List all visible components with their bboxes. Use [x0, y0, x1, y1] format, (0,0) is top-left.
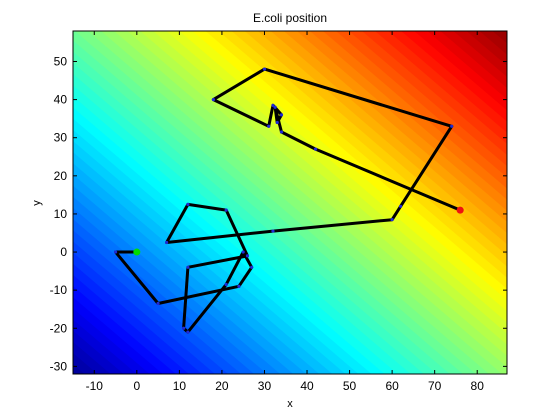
y-tick-label: 50 [54, 54, 68, 68]
waypoint-marker [279, 113, 284, 117]
y-tick-label: 20 [54, 169, 68, 183]
y-tick-label: 30 [54, 131, 68, 145]
x-tick-label: 10 [173, 379, 187, 393]
waypoint-marker [182, 326, 186, 330]
waypoint-marker [267, 124, 271, 128]
waypoint-marker [262, 67, 267, 71]
waypoint-marker [186, 202, 190, 207]
trajectory-line [114, 67, 462, 334]
waypoint-marker [271, 229, 275, 233]
waypoint-marker [450, 124, 454, 128]
y-tick-label: 40 [54, 93, 68, 107]
waypoint-marker [224, 282, 228, 287]
waypoint-marker [273, 105, 277, 109]
waypoint-marker [313, 147, 318, 151]
y-axis-label: y [31, 200, 43, 206]
x-tick-label: 60 [385, 379, 399, 393]
waypoint-marker [237, 284, 241, 288]
x-axis-label: x [287, 398, 293, 410]
y-tick-label: 0 [60, 245, 67, 259]
waypoint-marker [186, 265, 190, 269]
waypoint-marker [271, 103, 275, 107]
waypoint-marker [241, 250, 245, 254]
end-point-marker [456, 206, 464, 214]
chart-title: E.coli position [253, 11, 327, 25]
x-tick-label: 80 [471, 379, 485, 393]
x-tick-label: 70 [428, 379, 442, 393]
waypoint-marker [390, 218, 394, 222]
y-tick-label: 10 [54, 207, 68, 221]
waypoint-marker [279, 130, 284, 134]
x-tick-label: 20 [215, 379, 229, 393]
x-tick-label: 40 [300, 379, 314, 393]
y-tick-label: -20 [50, 321, 68, 335]
trajectory [113, 67, 464, 334]
waypoint-marker [113, 250, 118, 254]
x-tick-label: 30 [258, 379, 272, 393]
waypoint-marker [156, 301, 160, 306]
waypoint-marker [399, 204, 403, 208]
waypoint-marker [224, 208, 228, 212]
x-tick-label: 0 [133, 379, 140, 393]
plot-frame [72, 30, 508, 375]
waypoint-marker [186, 330, 190, 334]
waypoint-marker [165, 240, 169, 245]
x-tick-label: 50 [343, 379, 357, 393]
waypoint-marker [250, 265, 254, 269]
y-axis: -30 -20 -10 0 10 20 30 40 50 [50, 54, 507, 373]
start-point-marker [133, 248, 141, 256]
waypoint-marker [275, 120, 279, 125]
x-tick-label: -10 [86, 379, 104, 393]
y-tick-label: -10 [50, 283, 68, 297]
x-axis: -10 0 10 20 30 40 50 60 70 80 [86, 31, 485, 393]
waypoint-marker [211, 98, 216, 102]
waypoint-marker [245, 254, 250, 258]
y-tick-label: -30 [50, 359, 68, 373]
